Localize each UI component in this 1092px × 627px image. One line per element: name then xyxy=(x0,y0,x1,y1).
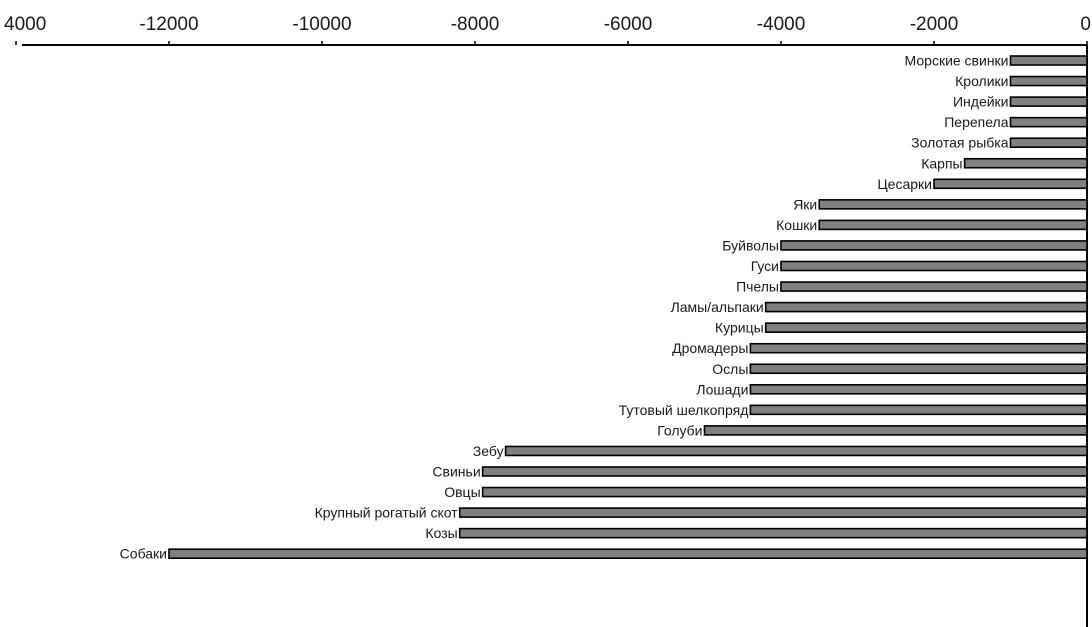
bar-category-label: Золотая рыбка xyxy=(911,135,1009,151)
bar xyxy=(1009,55,1088,66)
bar xyxy=(933,178,1088,190)
x-tick-label: 4000 xyxy=(4,14,46,35)
bar-category-label: Буйволы xyxy=(722,237,779,253)
bar-category-label: Яки xyxy=(793,196,817,212)
bar xyxy=(780,240,1088,251)
bar xyxy=(764,301,1088,313)
bar xyxy=(1009,116,1088,128)
bar-category-label: Овцы xyxy=(444,484,480,500)
bar xyxy=(818,199,1088,210)
bar xyxy=(481,486,1088,498)
x-tick-label: -4000 xyxy=(757,14,806,35)
bar-category-label: Пчелы xyxy=(736,279,779,295)
bar xyxy=(749,363,1088,375)
bar xyxy=(749,342,1088,354)
x-tick-label: -12000 xyxy=(139,14,198,35)
bar-category-label: Козы xyxy=(425,525,457,541)
category-labels: Морские свинки Кролики Индейки Перепела Золо… xyxy=(120,53,1009,562)
bar-category-label: Морские свинки xyxy=(905,53,1009,69)
bar xyxy=(1009,137,1088,148)
bar xyxy=(818,219,1088,231)
bar-category-label: Кошки xyxy=(776,217,817,233)
bar-category-label: Свиньи xyxy=(432,464,480,480)
bar xyxy=(703,425,1088,436)
bars xyxy=(168,55,1088,560)
bar-category-label: Крупный рогатый скот xyxy=(315,505,459,521)
bar xyxy=(168,548,1088,560)
bar xyxy=(749,383,1088,395)
bar xyxy=(780,260,1088,272)
x-tick-label: -8000 xyxy=(451,14,500,35)
bar-category-label: Кролики xyxy=(955,73,1008,89)
bar-category-label: Дромадеры xyxy=(672,340,748,356)
bar-category-label: Курицы xyxy=(715,320,764,336)
bar-category-label: Карпы xyxy=(921,155,962,171)
bar xyxy=(1009,96,1088,107)
bar-category-label: Ламы/альпаки xyxy=(671,299,764,315)
bar xyxy=(1009,75,1088,87)
bar-category-label: Зебу xyxy=(473,443,504,459)
bar-category-label: Ослы xyxy=(712,361,748,377)
bar xyxy=(458,507,1088,518)
bar-category-label: Гуси xyxy=(751,258,779,274)
bar-category-label: Тутовый шелкопряд xyxy=(619,402,749,418)
bar xyxy=(458,527,1088,539)
x-tick-label: 0 xyxy=(1080,14,1091,35)
bar-category-label: Лошади xyxy=(696,381,748,397)
bar xyxy=(749,404,1088,416)
bar-category-label: Собаки xyxy=(120,546,167,562)
x-tick-label: -10000 xyxy=(292,14,351,35)
bar xyxy=(780,281,1088,292)
bar-category-label: Индейки xyxy=(953,94,1009,110)
bar-category-label: Перепела xyxy=(944,114,1008,130)
bar xyxy=(963,157,1088,169)
bar-category-label: Цесарки xyxy=(877,176,932,192)
bar-category-label: Голуби xyxy=(657,422,702,438)
bar xyxy=(764,322,1088,333)
bar xyxy=(481,466,1088,477)
x-tick-label: -2000 xyxy=(910,14,959,35)
x-tick-label: -6000 xyxy=(604,14,653,35)
bar xyxy=(504,445,1088,457)
